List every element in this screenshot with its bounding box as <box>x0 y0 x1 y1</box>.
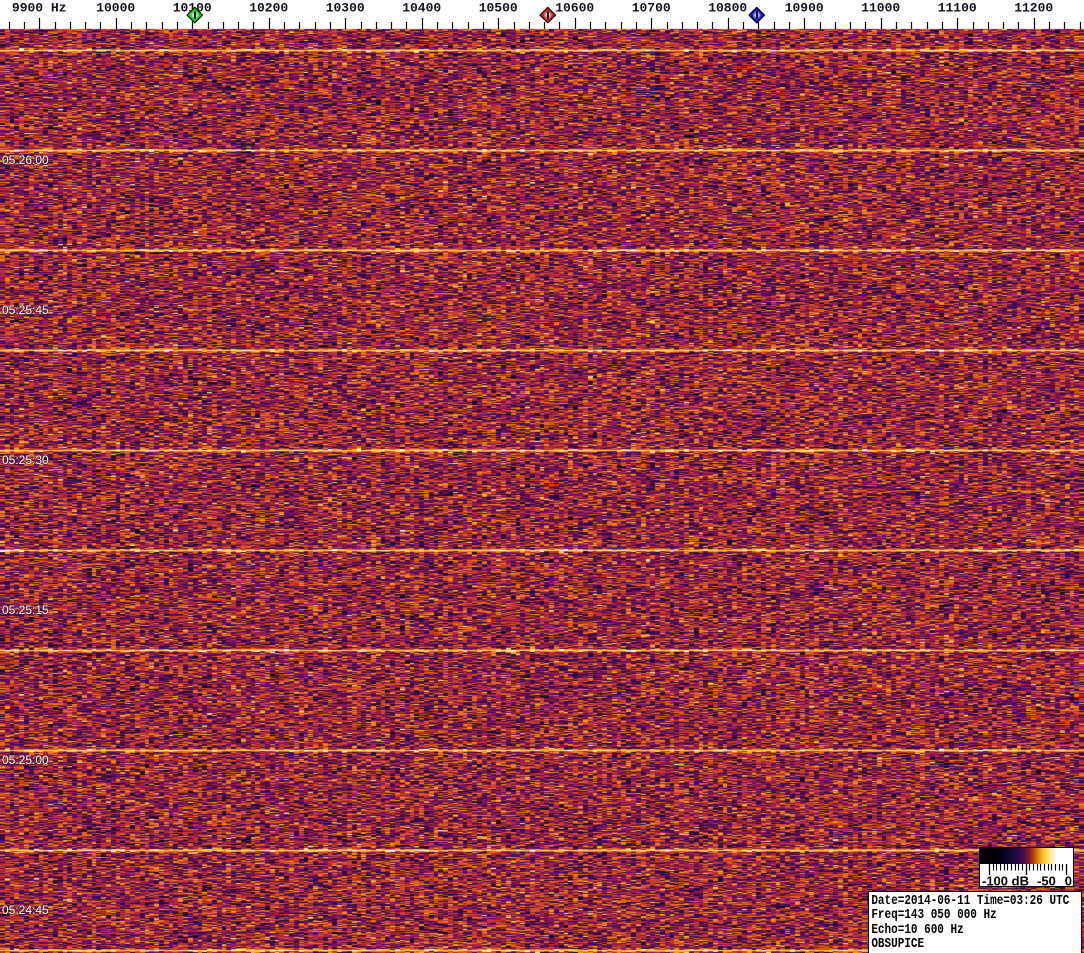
svg-text:10600: 10600 <box>555 1 594 16</box>
svg-text:10000: 10000 <box>96 1 135 16</box>
svg-text:0: 0 <box>1065 874 1072 888</box>
svg-text:10900: 10900 <box>785 1 824 16</box>
svg-text:11100: 11100 <box>938 1 977 16</box>
svg-text:11200: 11200 <box>1014 1 1053 16</box>
svg-text:-50: -50 <box>1037 874 1056 888</box>
svg-text:10800: 10800 <box>708 1 747 16</box>
svg-text:10400: 10400 <box>402 1 441 16</box>
svg-text:11000: 11000 <box>861 1 900 16</box>
svg-text:10300: 10300 <box>326 1 365 16</box>
svg-text:10500: 10500 <box>479 1 518 16</box>
svg-text:-100 dB: -100 dB <box>982 874 1029 888</box>
svg-text:10700: 10700 <box>632 1 671 16</box>
svg-text:10200: 10200 <box>249 1 288 16</box>
svg-text:9900 Hz: 9900 Hz <box>12 1 67 16</box>
